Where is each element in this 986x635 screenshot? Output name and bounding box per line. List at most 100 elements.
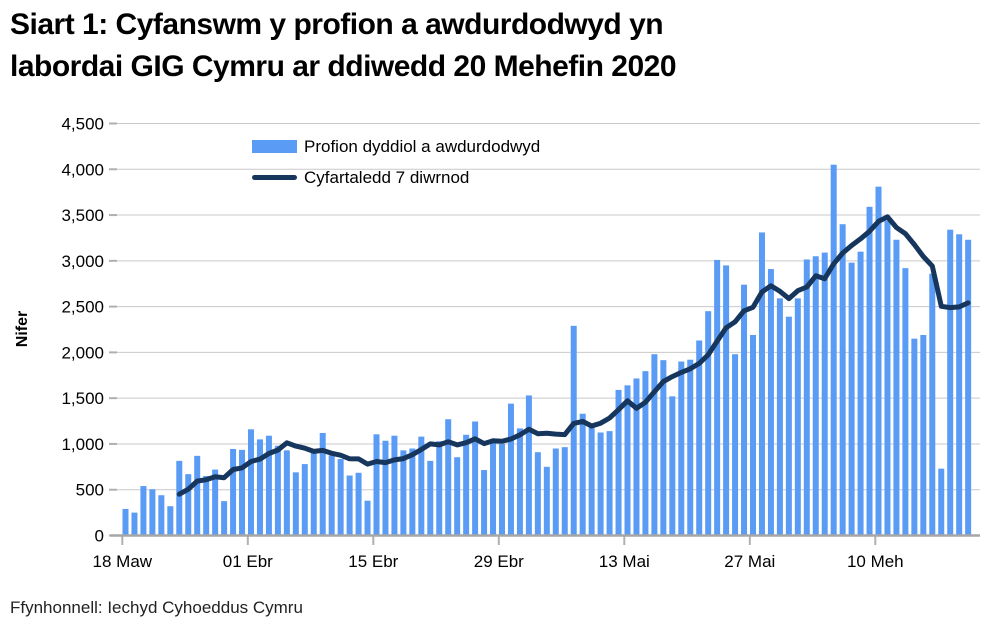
- y-tick-label: 2,000: [61, 343, 104, 362]
- chart-title: Siart 1: Cyfanswm y profion a awdurdodwy…: [10, 4, 970, 88]
- bar-day-27: [364, 500, 371, 536]
- legend-label-line: Cyfartaledd 7 diwrnod: [304, 167, 470, 187]
- bar-day-12: [230, 448, 237, 536]
- bar-day-60: [660, 360, 667, 536]
- bar-day-28: [373, 434, 380, 536]
- bar-day-92: [947, 229, 954, 536]
- y-tick-label: 1,000: [61, 435, 104, 454]
- bar-day-91: [938, 468, 945, 536]
- source-note: Ffynhonnell: Iechyd Cyhoeddus Cymru: [10, 598, 303, 617]
- bar-day-68: [732, 354, 739, 536]
- bar-day-34: [427, 460, 434, 536]
- bar-day-62: [678, 361, 685, 536]
- bar-day-41: [490, 442, 497, 536]
- bar-day-38: [463, 434, 470, 536]
- legend-label-bars: Profion dyddiol a awdurdodwyd: [304, 136, 541, 156]
- y-axis-ticks: [109, 122, 117, 537]
- bar-day-14: [248, 429, 255, 536]
- bar-day-18: [283, 450, 290, 536]
- bar-day-37: [454, 457, 461, 536]
- bar-day-48: [552, 448, 559, 536]
- bar-day-45: [525, 395, 532, 536]
- bar-day-69: [741, 284, 748, 536]
- bar-day-66: [714, 259, 721, 536]
- bar-day-80: [839, 224, 846, 536]
- bar-day-42: [499, 443, 506, 536]
- bar-day-79: [830, 164, 837, 536]
- bar-day-17: [274, 445, 281, 536]
- bar-day-56: [624, 385, 631, 536]
- legend-item-line: Cyfartaledd 7 diwrnod: [252, 162, 540, 193]
- bar-day-78: [821, 252, 828, 536]
- y-tick-label: 0: [95, 527, 104, 546]
- bar-day-9: [203, 475, 210, 536]
- bar-day-24: [337, 459, 344, 536]
- bar-day-70: [750, 334, 757, 536]
- x-tick-label: 01 Ebr: [223, 552, 273, 571]
- y-axis-labels: 0 500 1,000 1,500 2,000 2,500 3,000 3,500 4,000 4…: [61, 114, 104, 545]
- bars-series: [122, 164, 972, 536]
- bar-day-4: [158, 495, 165, 536]
- line-swatch-icon: [252, 175, 297, 180]
- bar-day-89: [920, 334, 927, 536]
- bar-day-85: [884, 220, 891, 536]
- bar-day-86: [893, 239, 900, 536]
- bar-day-82: [857, 251, 864, 536]
- bar-day-10: [212, 469, 219, 536]
- bar-day-20: [301, 464, 308, 536]
- y-tick-label: 1,500: [61, 389, 104, 408]
- x-axis-labels: 18 Maw 01 Ebr 15 Ebr 29 Ebr 13 Mai 27 Mai 10 M…: [93, 552, 904, 571]
- bar-day-54: [606, 431, 613, 536]
- bar-day-74: [785, 316, 792, 536]
- bar-day-6: [176, 460, 183, 536]
- bar-day-40: [481, 470, 488, 536]
- bar-day-57: [633, 378, 640, 536]
- bar-day-1: [131, 512, 138, 536]
- bar-day-73: [776, 298, 783, 536]
- bar-day-35: [436, 441, 443, 536]
- x-axis-ticks: [121, 536, 877, 545]
- bar-day-72: [767, 269, 774, 536]
- bar-day-83: [866, 206, 873, 536]
- bar-day-55: [615, 389, 622, 536]
- bar-day-63: [687, 359, 694, 536]
- y-tick-label: 500: [76, 481, 104, 500]
- x-tick-label: 15 Ebr: [348, 552, 398, 571]
- bar-day-84: [875, 186, 882, 536]
- y-tick-label: 4,000: [61, 160, 104, 179]
- bar-day-93: [956, 234, 963, 536]
- bar-day-88: [911, 338, 918, 536]
- x-tick-label: 29 Ebr: [474, 552, 524, 571]
- bar-day-58: [642, 371, 649, 536]
- x-tick-label: 10 Meh: [847, 552, 904, 571]
- bar-day-53: [597, 432, 604, 536]
- bar-day-30: [391, 435, 398, 536]
- bar-day-87: [902, 268, 909, 536]
- chart-title-line1: Siart 1: Cyfanswm y profion a awdurdodwy…: [10, 8, 664, 41]
- bar-day-13: [239, 449, 246, 536]
- bar-day-23: [328, 455, 335, 536]
- x-tick-label: 27 Mai: [724, 552, 775, 571]
- x-tick-label: 18 Maw: [93, 552, 153, 571]
- bar-day-90: [929, 273, 936, 536]
- bar-day-49: [561, 447, 568, 536]
- bar-day-59: [651, 354, 658, 536]
- bar-day-39: [472, 421, 479, 536]
- bar-day-3: [149, 489, 156, 536]
- bar-day-75: [794, 298, 801, 536]
- bar-day-32: [409, 448, 416, 536]
- bar-day-5: [167, 506, 174, 536]
- bar-day-81: [848, 262, 855, 536]
- bar-day-46: [534, 452, 541, 536]
- bar-day-71: [758, 232, 765, 536]
- bar-day-50: [570, 325, 577, 536]
- bar-day-21: [310, 452, 317, 536]
- bar-day-8: [194, 455, 201, 536]
- bar-day-22: [319, 432, 326, 536]
- y-tick-label: 2,500: [61, 298, 104, 317]
- chart-title-line2: labordai GIG Cymru ar ddiwedd 20 Mehefin…: [10, 50, 677, 83]
- bar-day-67: [723, 265, 730, 536]
- bar-day-51: [579, 413, 586, 536]
- bar-day-65: [705, 311, 712, 536]
- bar-day-36: [445, 419, 452, 536]
